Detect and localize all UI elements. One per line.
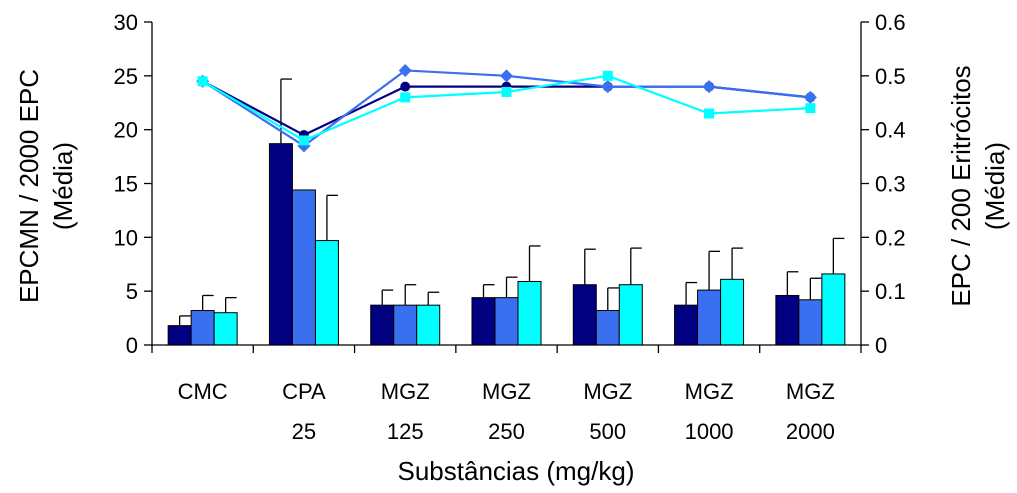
marker-s3-6 xyxy=(704,108,715,119)
bar-s3-3 xyxy=(416,304,441,346)
bar-s2-7 xyxy=(798,299,823,346)
x-tick-label-5-line2: 500 xyxy=(589,419,626,444)
x-tick-label-3-line2: 125 xyxy=(387,419,424,444)
bar-s1-6 xyxy=(674,304,699,346)
bar-s3-5 xyxy=(618,284,643,346)
x-axis-title: Substâncias (mg/kg) xyxy=(398,456,635,486)
marker-s3-5 xyxy=(602,70,613,81)
x-tick-label-5-line1: MGZ xyxy=(583,379,632,404)
y-right-tick-label-6: 0.6 xyxy=(875,10,906,35)
marker-s3-7 xyxy=(805,103,816,114)
marker-s2-7 xyxy=(803,90,817,104)
marker-s3-2 xyxy=(298,135,309,146)
y-left-tick-label-6: 30 xyxy=(114,10,138,35)
marker-s3-3 xyxy=(400,92,411,103)
y-right-tick-label-3: 0.3 xyxy=(875,172,906,197)
y-left-tick-label-2: 10 xyxy=(114,225,138,250)
bar-s2-6 xyxy=(697,289,722,346)
error-bars-layer xyxy=(178,78,845,326)
y-axis-left-title: EPCMN / 2000 EPC (Média) xyxy=(14,69,78,303)
bar-s2-3 xyxy=(393,304,418,346)
x-tick-label-6-line2: 1000 xyxy=(685,419,734,444)
lines-layer xyxy=(196,63,817,153)
x-tick-label-4-line2: 250 xyxy=(488,419,525,444)
y-right-tick-label-5: 0.5 xyxy=(875,64,906,89)
y-right-tick-label-2: 0.2 xyxy=(875,225,906,250)
bar-s3-2 xyxy=(314,240,339,346)
marker-s2-3 xyxy=(398,63,412,77)
y-right-tick-label-4: 0.4 xyxy=(875,118,906,143)
marker-s3-1 xyxy=(197,76,208,87)
bar-s2-1 xyxy=(190,310,215,346)
bar-s1-4 xyxy=(471,297,496,346)
y-left-tick-label-0: 0 xyxy=(126,333,138,358)
y-axis-right-title: EPC / 200 Eritrócitos (Média) xyxy=(946,65,1010,306)
x-tick-label-7-line1: MGZ xyxy=(786,379,835,404)
bar-s1-2 xyxy=(268,143,293,346)
bar-s3-1 xyxy=(213,312,238,346)
bar-s1-3 xyxy=(370,304,395,346)
y-axis-right-title-line2: (Média) xyxy=(980,142,1010,230)
y-axis-left-title-line2: (Média) xyxy=(48,142,78,230)
bar-s2-2 xyxy=(291,189,316,346)
y-left-tick-label-5: 25 xyxy=(114,64,138,89)
y-axis-left-title-line1: EPCMN / 2000 EPC xyxy=(14,69,44,303)
marker-s3-4 xyxy=(501,86,512,97)
marker-s2-5 xyxy=(601,80,615,94)
x-tick-label-6-line1: MGZ xyxy=(685,379,734,404)
x-tick-label-7-line2: 2000 xyxy=(786,419,835,444)
bar-s3-4 xyxy=(517,280,542,346)
y-left-tick-label-4: 20 xyxy=(114,118,138,143)
x-tick-label-3-line1: MGZ xyxy=(381,379,430,404)
bar-s3-6 xyxy=(720,278,745,346)
y-axis-right-title-line1: EPC / 200 Eritrócitos xyxy=(946,65,976,306)
bar-s1-7 xyxy=(775,294,800,346)
y-right-tick-label-1: 0.1 xyxy=(875,279,906,304)
marker-s1-3 xyxy=(400,81,411,92)
y-left-tick-label-3: 15 xyxy=(114,172,138,197)
y-right-tick-label-0: 0 xyxy=(875,333,887,358)
bar-s1-5 xyxy=(572,284,597,346)
x-tick-label-2-line2: 25 xyxy=(292,419,316,444)
bars-layer xyxy=(167,143,846,346)
bar-s2-5 xyxy=(595,310,620,346)
x-tick-label-4-line1: MGZ xyxy=(482,379,531,404)
marker-s2-6 xyxy=(702,80,716,94)
x-tick-label-2-line1: CPA xyxy=(282,379,326,404)
bar-s3-7 xyxy=(821,273,846,346)
x-tick-label-1-line1: CMC xyxy=(178,379,228,404)
marker-s2-4 xyxy=(500,69,513,83)
bar-s2-4 xyxy=(494,297,519,346)
bar-s1-1 xyxy=(167,325,192,346)
axes-layer: 0 5 10 15 20 25 30 0 0.1 0.2 0.3 0.4 0.5 0.6 CMC CPA 25 M… xyxy=(114,10,906,444)
y-left-tick-label-1: 5 xyxy=(126,279,138,304)
